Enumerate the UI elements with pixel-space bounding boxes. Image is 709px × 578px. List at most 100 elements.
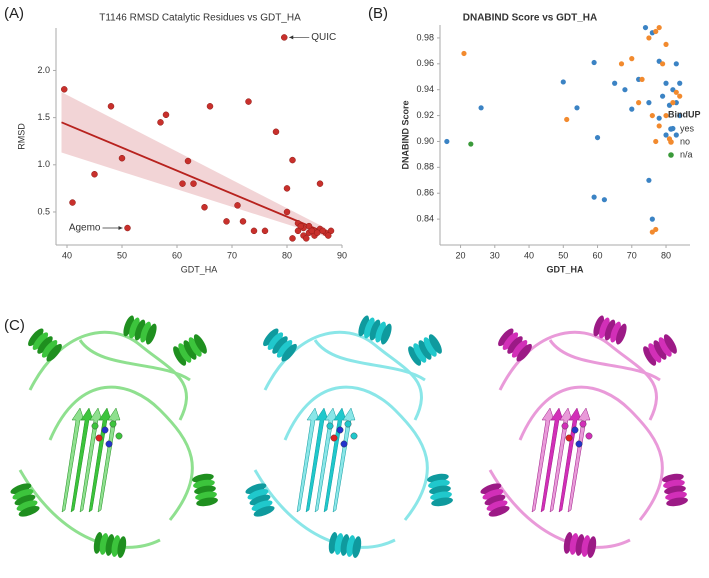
helix-turn [188, 337, 202, 357]
loop [18, 469, 161, 549]
helix-turn [247, 489, 269, 500]
point [677, 112, 683, 119]
point [663, 80, 669, 86]
helix-turn [10, 483, 32, 495]
ligand-atom [95, 434, 103, 442]
point [653, 28, 659, 35]
protein-structures [10, 315, 688, 558]
y-tick-label: 0.90 [416, 136, 434, 146]
chart-title: DNABIND Score vs GDT_HA [463, 13, 597, 24]
loop [488, 469, 631, 549]
point [308, 227, 315, 235]
helix-turn [18, 505, 40, 517]
helix-turn [604, 319, 616, 341]
helix-turn [134, 319, 146, 341]
helix-turn [263, 328, 279, 347]
ligand-atom [565, 434, 573, 442]
point [319, 227, 326, 235]
x-tick-label: 60 [593, 250, 603, 260]
trend-line [61, 121, 326, 234]
chart-title: T1146 RMSD Catalytic Residues vs GDT_HA [99, 13, 301, 24]
y-tick-label: 0.98 [416, 32, 434, 42]
helix-turn [37, 336, 53, 354]
helix-turn [482, 489, 504, 500]
point [670, 100, 676, 106]
point [283, 185, 291, 192]
point [660, 61, 666, 67]
x-tick-label: 80 [282, 250, 292, 260]
helix-turn [123, 315, 135, 337]
point [91, 170, 98, 178]
point [201, 204, 208, 211]
point [283, 208, 291, 216]
helix-turn [593, 315, 605, 337]
helix-turn [615, 323, 627, 345]
panel-label: (A) [4, 5, 24, 22]
confidence-band [61, 92, 326, 237]
point [653, 226, 659, 233]
point [646, 100, 652, 106]
point [642, 24, 649, 31]
helix-turn [145, 323, 157, 345]
point [591, 194, 597, 200]
point [673, 89, 679, 95]
annotation: Agemo [69, 223, 101, 234]
ligand-atom [105, 440, 113, 448]
point [107, 103, 115, 110]
helix-turn [648, 343, 662, 363]
ligand-atom [115, 432, 123, 440]
point [289, 156, 296, 164]
helix-turn [507, 336, 523, 354]
y-tick-label: 0.96 [416, 58, 434, 68]
point [649, 216, 655, 222]
helix-turn [16, 500, 38, 511]
beta-strand [540, 407, 564, 513]
helix-turn [428, 334, 442, 354]
beta-strand [61, 407, 85, 513]
point [223, 218, 230, 225]
ligand-atom [101, 426, 109, 434]
ligand-atom [340, 440, 348, 448]
point [272, 128, 280, 136]
ligand-atom [344, 420, 352, 428]
point [622, 87, 628, 93]
legend-label: no [680, 136, 690, 146]
y-tick-label: 0.94 [416, 84, 434, 94]
legend-swatch [668, 139, 674, 145]
y-tick-label: 0.84 [416, 213, 434, 223]
point [594, 134, 601, 141]
helix-turn [599, 317, 610, 339]
legend-swatch [668, 152, 674, 158]
beta-strand [88, 407, 112, 513]
helix-turn [249, 494, 271, 506]
helix-turn [516, 343, 532, 362]
point [636, 100, 642, 106]
point [303, 235, 310, 242]
point [591, 59, 597, 66]
y-tick-label: 0.92 [416, 110, 434, 120]
beta-strand [549, 407, 573, 513]
point [564, 116, 570, 123]
point [234, 202, 241, 209]
x-tick-label: 30 [490, 250, 500, 260]
point [656, 24, 662, 31]
helix-turn [12, 489, 34, 500]
helix-turn [183, 340, 197, 360]
beta-strand [558, 407, 582, 513]
beta-strand [79, 407, 103, 513]
helix-turn [375, 321, 386, 343]
point [157, 119, 164, 126]
x-tick-label: 40 [524, 250, 534, 260]
helix-turn [173, 346, 187, 366]
helix-turn [653, 340, 667, 360]
loop [78, 339, 191, 382]
point [314, 229, 321, 236]
ligand-atom [330, 434, 338, 442]
point [574, 105, 580, 111]
point [560, 79, 566, 85]
protein-cartoon [10, 315, 218, 558]
point [461, 50, 467, 57]
helix-turn [364, 317, 375, 339]
point [118, 154, 126, 162]
